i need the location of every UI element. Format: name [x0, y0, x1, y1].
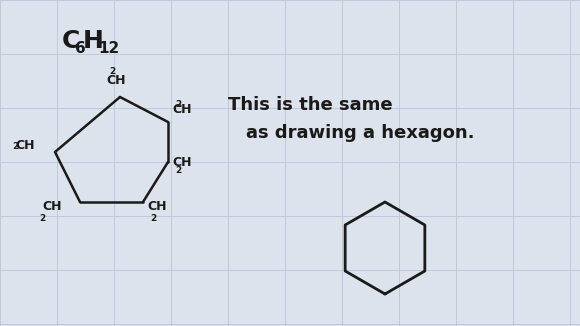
Text: 2: 2: [175, 166, 181, 175]
Text: C: C: [62, 29, 81, 53]
Text: CH: CH: [172, 103, 191, 116]
Text: 2: 2: [39, 214, 45, 223]
Text: 2: 2: [12, 142, 18, 151]
Text: 2: 2: [150, 214, 156, 223]
Text: H: H: [83, 29, 104, 53]
Text: 6: 6: [75, 41, 86, 56]
Text: CH: CH: [42, 200, 61, 213]
Text: CH: CH: [106, 74, 125, 87]
Text: 12: 12: [98, 41, 119, 56]
Text: CH: CH: [172, 156, 191, 169]
Text: 2: 2: [109, 67, 115, 76]
Text: CH: CH: [147, 200, 166, 213]
Text: This is the same: This is the same: [228, 96, 393, 114]
Text: 2: 2: [175, 100, 181, 109]
Text: CH: CH: [15, 139, 34, 152]
Text: as drawing a hexagon.: as drawing a hexagon.: [246, 124, 474, 142]
